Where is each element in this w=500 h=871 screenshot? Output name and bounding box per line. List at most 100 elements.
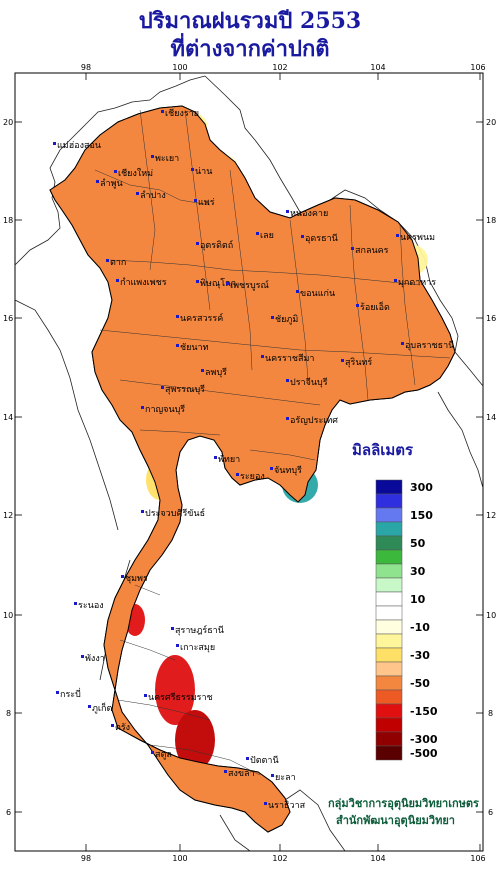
city-label: อรัญประเทศ	[290, 416, 338, 426]
lon-tick-label: 102	[272, 854, 287, 863]
city-label: พะเยา	[155, 154, 179, 164]
station-marker	[121, 575, 124, 578]
legend-label: 10	[410, 593, 426, 606]
lon-tick-label: 104	[370, 63, 385, 72]
city-label: นครราชสีมา	[265, 353, 314, 364]
station-marker	[194, 199, 197, 202]
map-title-line2: ที่ต่างจากค่าปกติ	[170, 36, 330, 62]
lat-tick-label: 18	[486, 216, 496, 225]
station-marker	[196, 242, 199, 245]
city-label: พัทยา	[218, 455, 240, 465]
lat-tick-label: 12	[486, 511, 496, 520]
city-label: ลำปาง	[140, 190, 166, 201]
city-label: เกาะสมุย	[180, 643, 215, 653]
legend: 300 150 50 30 10 -10 -30 -50 -150 -300-500	[375, 479, 438, 761]
legend-label: 30	[410, 565, 426, 578]
station-marker	[161, 110, 164, 113]
station-marker	[111, 724, 114, 727]
station-marker	[53, 142, 56, 145]
legend-label: -300	[410, 733, 438, 746]
city-label: สงขลา	[228, 769, 255, 779]
city-label: น่าน	[195, 167, 212, 177]
lat-tick-label: 6	[6, 808, 11, 817]
city-label: สตูล	[155, 750, 172, 760]
legend-swatch	[375, 577, 403, 593]
legend-swatch	[375, 633, 403, 649]
credit-line1: กลุ่มวิชาการอุตุนิยมวิทยาเกษตร	[328, 797, 479, 810]
lat-tick-label: 12	[3, 511, 13, 520]
station-marker	[151, 751, 154, 754]
city-label: หนองคาย	[290, 209, 328, 219]
city-label: อุตรดิตถ์	[200, 239, 233, 251]
lon-tick-label: 104	[370, 854, 385, 863]
legend-label: 50	[410, 537, 426, 550]
legend-unit-label: มิลลิเมตร	[352, 441, 414, 459]
legend-label: 150	[410, 509, 433, 522]
station-marker	[196, 280, 199, 283]
station-marker	[286, 210, 289, 213]
legend-label: -10	[410, 621, 430, 634]
city-label: ระยอง	[240, 472, 265, 482]
city-label: ระนอง	[78, 601, 104, 611]
city-label: ยะลา	[275, 773, 296, 783]
station-marker	[171, 627, 174, 630]
city-label: ตาก	[110, 258, 126, 268]
legend-swatch	[375, 619, 403, 635]
station-marker	[224, 770, 227, 773]
station-marker	[116, 279, 119, 282]
city-label: แม่ฮ่องสอน	[57, 141, 101, 151]
lat-tick-labels-left: 20 18 16 14 12 10 8 6	[3, 118, 13, 817]
legend-swatch	[375, 605, 403, 621]
city-label: แพร่	[198, 198, 215, 208]
city-label: ลำพูน	[100, 178, 123, 189]
station-marker	[74, 602, 77, 605]
legend-label: -30	[410, 649, 430, 662]
city-label: สุราษฎร์ธานี	[175, 624, 224, 636]
city-label: ตรัง	[115, 723, 130, 733]
station-marker	[301, 235, 304, 238]
legend-swatch	[375, 661, 403, 677]
station-marker	[351, 247, 354, 250]
station-marker	[176, 315, 179, 318]
city-label: ขอนแก่น	[300, 289, 335, 299]
legend-swatch	[375, 549, 403, 565]
lon-tick-label: 106	[470, 854, 485, 863]
city-label: ปราจีนบุรี	[290, 377, 328, 388]
city-label: สุรินทร์	[345, 356, 372, 368]
legend-swatch	[375, 521, 403, 537]
city-label: นครศรีธรรมราช	[148, 692, 213, 703]
city-label: ชัยนาท	[180, 343, 209, 353]
map-title-line1: ปริมาณฝนรวมปี 2553	[138, 8, 362, 34]
city-label: กำแพงเพชร	[120, 277, 167, 288]
station-marker	[214, 456, 217, 459]
station-marker	[271, 774, 274, 777]
rain-blob-red	[155, 655, 195, 725]
lat-tick-label: 20	[3, 118, 13, 127]
city-label: อุบลราชธานี	[405, 340, 454, 351]
city-label: ชัยภูมิ	[275, 314, 298, 325]
lon-tick-label: 98	[81, 63, 91, 72]
station-marker	[88, 705, 91, 708]
rain-blob-darkred	[175, 710, 215, 770]
lon-tick-label: 98	[81, 854, 91, 863]
city-label: เชียงใหม่	[118, 168, 153, 179]
lon-tick-labels-top: 98 100 102 104 106	[81, 63, 486, 72]
station-marker	[136, 192, 139, 195]
lat-tick-label: 10	[486, 611, 496, 620]
city-label: ร้อยเอ็ด	[360, 300, 390, 313]
station-marker	[356, 304, 359, 307]
lat-tick-label: 20	[486, 118, 496, 127]
station-marker	[81, 655, 84, 658]
graticule-ticks	[15, 73, 483, 851]
lat-tick-label: 14	[486, 413, 496, 422]
city-label: พังงา	[85, 654, 105, 664]
lat-tick-label: 16	[486, 314, 496, 323]
legend-swatch	[375, 731, 403, 747]
legend-label: -50	[410, 677, 430, 690]
station-marker	[141, 510, 144, 513]
station-marker	[394, 279, 397, 282]
station-marker	[246, 757, 249, 760]
station-marker	[396, 234, 399, 237]
station-marker	[296, 290, 299, 293]
